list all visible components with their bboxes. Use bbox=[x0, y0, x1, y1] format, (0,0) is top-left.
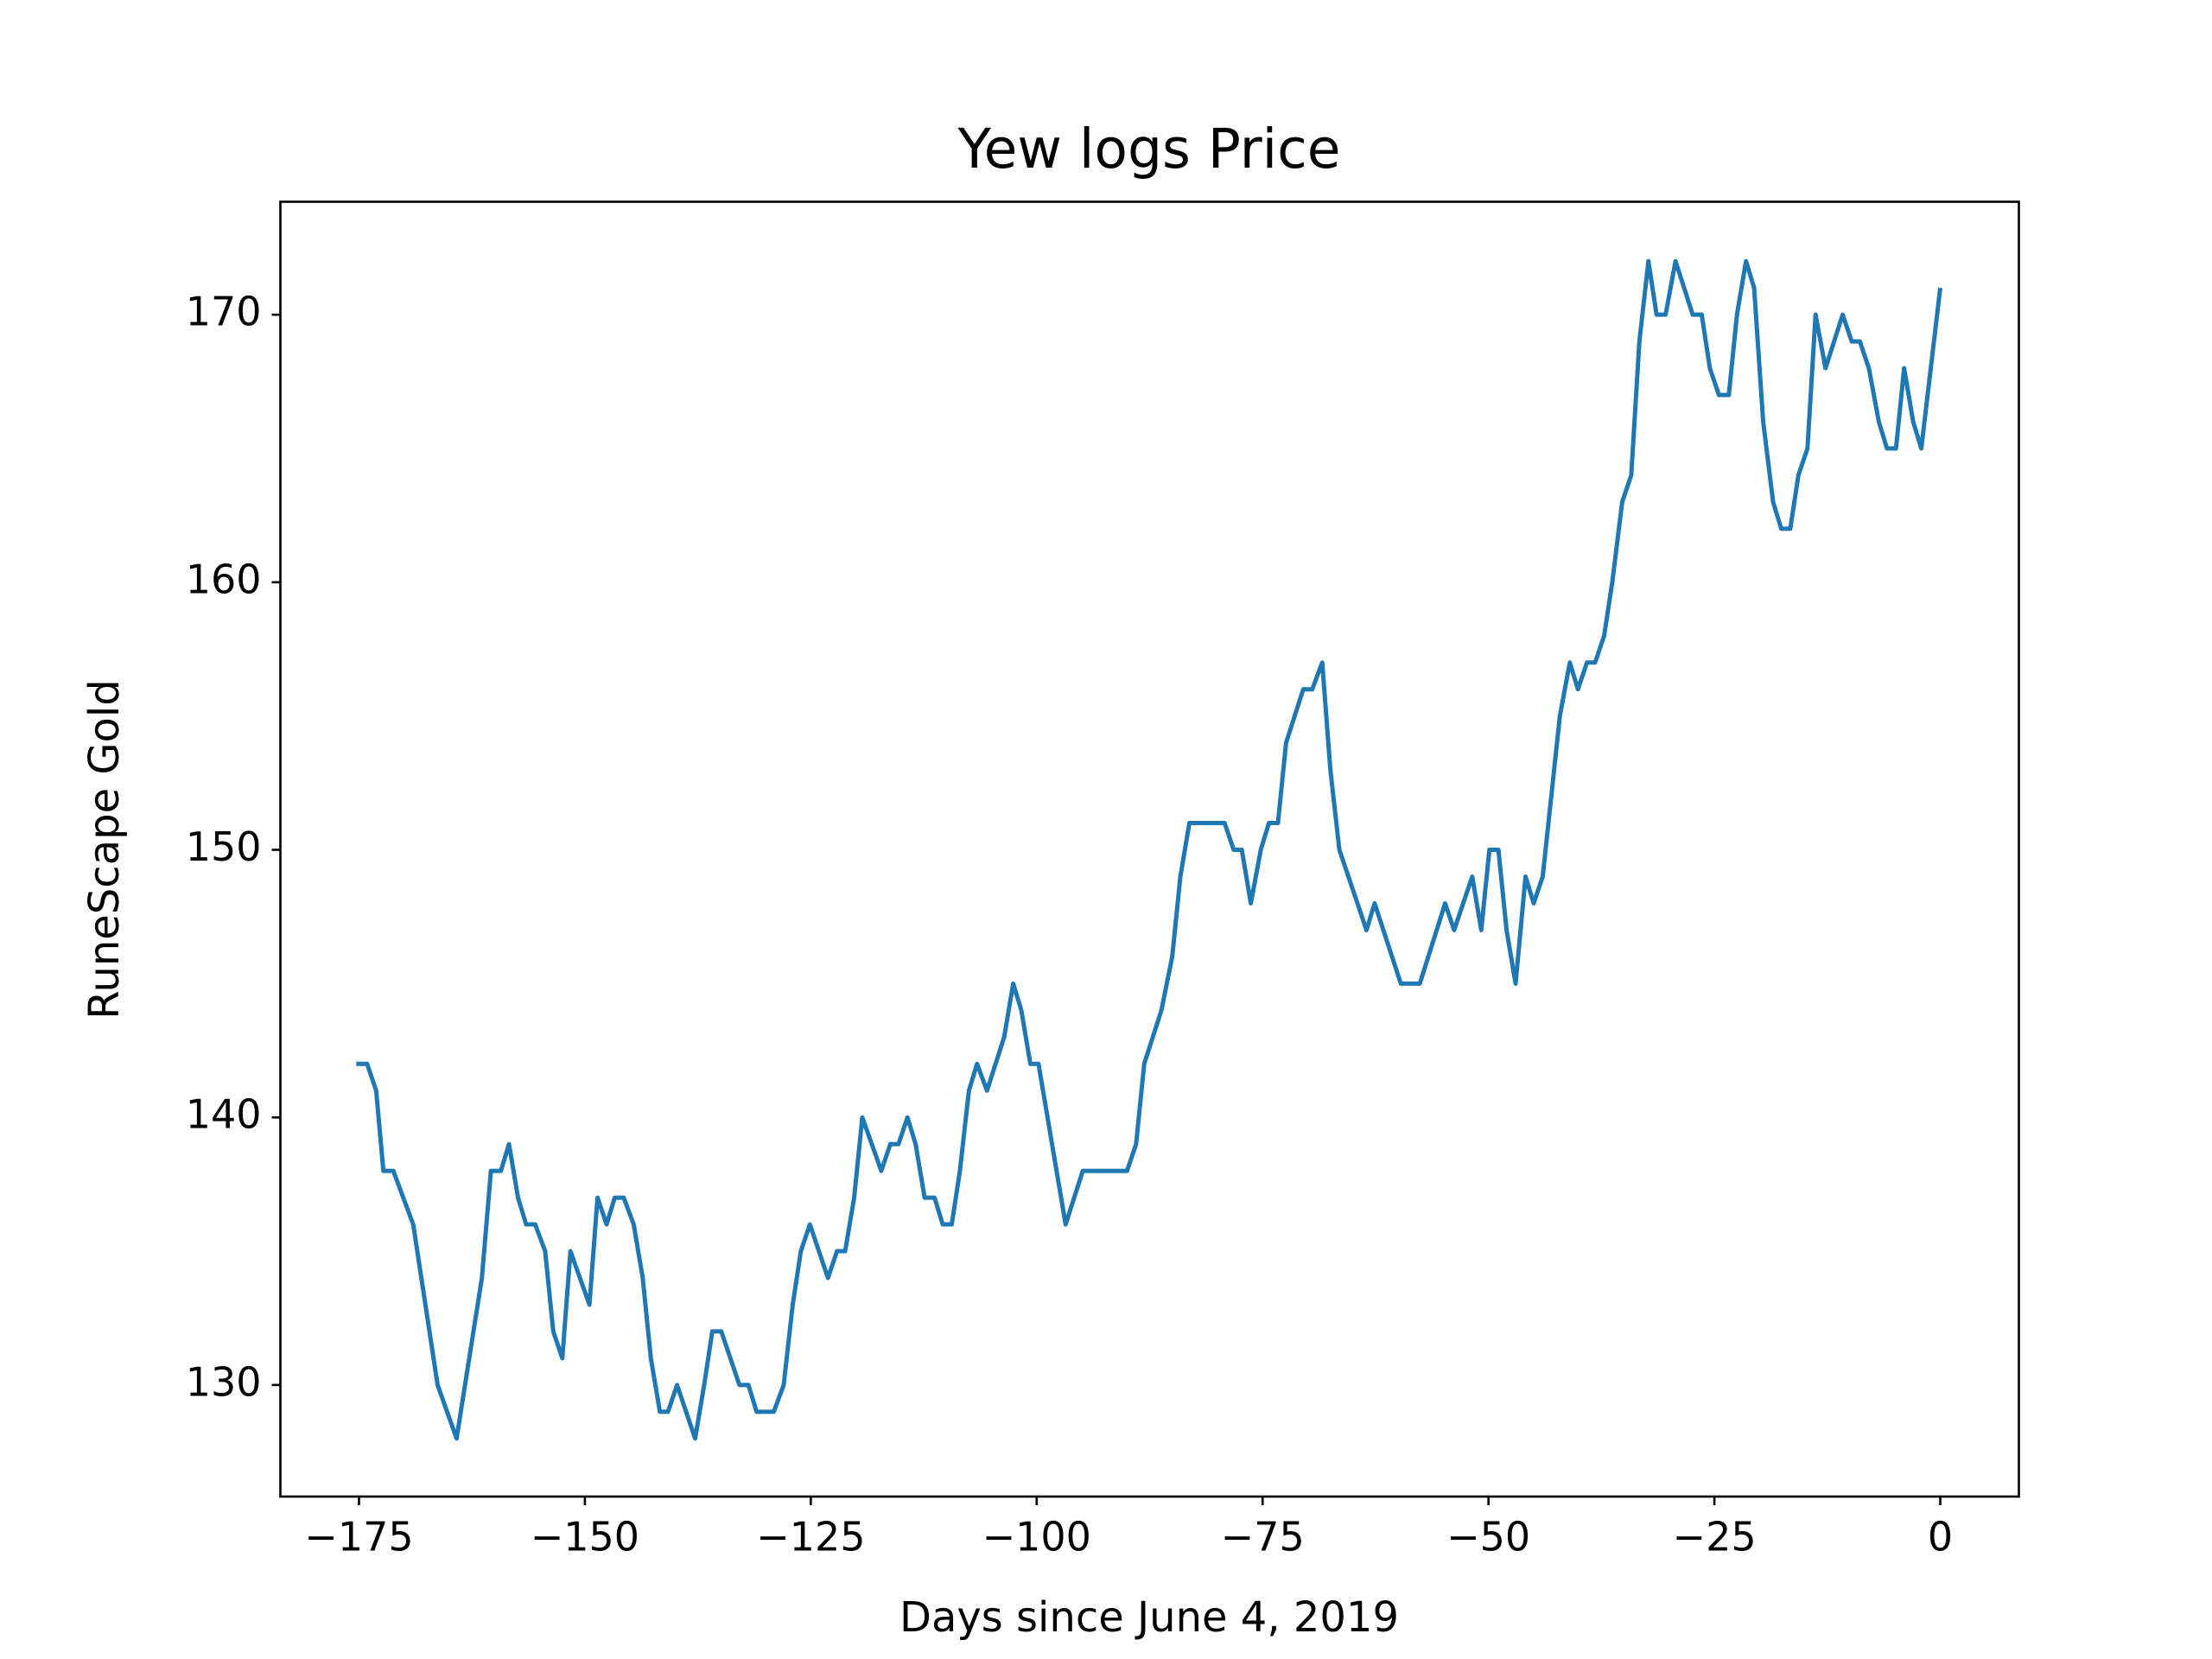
x-tick-label: −50 bbox=[1446, 1514, 1530, 1560]
y-tick-label: 140 bbox=[186, 1091, 262, 1138]
x-tick-label: −25 bbox=[1673, 1514, 1757, 1560]
price-line bbox=[356, 258, 1943, 1441]
plot-area bbox=[356, 258, 1943, 1441]
y-tick-label: 170 bbox=[186, 289, 262, 335]
y-axis-label: RuneScape Gold bbox=[80, 679, 129, 1019]
x-tick-label: −75 bbox=[1221, 1514, 1305, 1560]
x-axis-label: Days since June 4, 2019 bbox=[899, 1593, 1399, 1642]
y-tick-label: 130 bbox=[186, 1358, 262, 1405]
x-tick-label: −125 bbox=[756, 1514, 865, 1560]
x-tick-label: 0 bbox=[1928, 1514, 1953, 1560]
y-tick-label: 150 bbox=[186, 823, 262, 870]
x-tick-label: −175 bbox=[304, 1514, 413, 1560]
x-tick-label: −150 bbox=[531, 1514, 639, 1560]
chart-title: Yew logs Price bbox=[957, 118, 1341, 181]
x-tick-label: −100 bbox=[982, 1514, 1091, 1560]
y-tick-label: 160 bbox=[186, 556, 262, 602]
